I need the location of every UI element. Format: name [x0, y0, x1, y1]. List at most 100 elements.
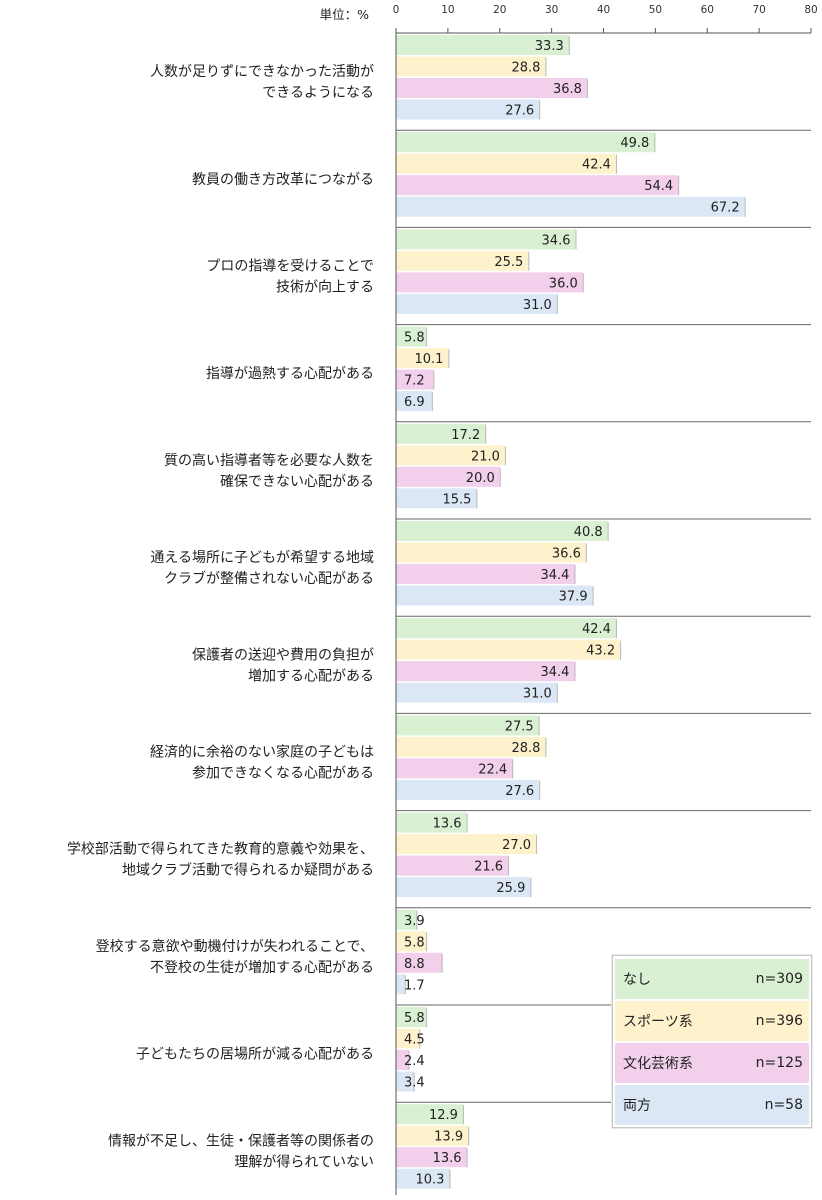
bar	[396, 466, 501, 487]
bar	[396, 153, 617, 174]
bar-value-label: 1.7	[404, 978, 425, 993]
category-label: 子どもたちの居場所が減る心配がある	[136, 1046, 374, 1063]
bar-value-label: 12.9	[429, 1108, 458, 1123]
bar	[396, 974, 406, 995]
bar	[396, 99, 540, 120]
legend-series-name: スポーツ系	[623, 1014, 693, 1030]
bar	[396, 78, 588, 98]
legend-series-name: なし	[623, 972, 651, 988]
bar-value-label: 21.6	[474, 860, 503, 875]
bar	[396, 1147, 468, 1168]
legend-series-name: 文化芸術系	[623, 1056, 693, 1072]
x-tick-label: 0	[393, 4, 400, 16]
bar-value-label: 13.9	[434, 1130, 463, 1145]
unit-label: 単位：%	[320, 7, 370, 22]
bar	[396, 877, 531, 898]
bar-value-label: 5.8	[404, 331, 425, 346]
legend-series-count: n=309	[755, 971, 803, 987]
bar	[396, 132, 655, 153]
bar-value-label: 21.0	[471, 449, 500, 464]
category-label: クラブが整備されない心配がある	[164, 570, 374, 587]
bar-value-label: 27.5	[505, 719, 534, 734]
x-tick-label: 70	[752, 4, 765, 16]
bar	[396, 1071, 415, 1092]
bar	[396, 542, 587, 563]
bar	[396, 834, 537, 855]
category-label: 理解が得られていない	[234, 1153, 374, 1170]
x-tick-label: 10	[441, 4, 454, 16]
bar-value-label: 2.4	[404, 1054, 425, 1069]
bar-value-label: 34.6	[542, 233, 571, 248]
bar	[396, 348, 449, 369]
bar	[396, 1007, 427, 1027]
bar-value-label: 13.6	[433, 817, 462, 832]
bar	[396, 682, 558, 703]
bar-value-label: 17.2	[451, 428, 480, 443]
bar	[396, 293, 558, 314]
bar-value-label: 6.9	[404, 395, 425, 410]
bar	[396, 229, 576, 250]
bar	[396, 618, 617, 639]
bar-value-label: 28.8	[511, 741, 540, 756]
legend-series-count: n=396	[755, 1013, 803, 1029]
bar-value-label: 3.9	[404, 914, 425, 929]
bar	[396, 1168, 450, 1189]
category-label: 質の高い指導者等を必要な人数を	[164, 452, 374, 469]
bar	[396, 272, 584, 293]
legend-series-count: n=125	[755, 1055, 803, 1071]
bar-value-label: 42.4	[582, 622, 611, 637]
bar	[396, 1104, 464, 1125]
bar-value-label: 28.8	[511, 61, 540, 76]
bar-value-label: 5.8	[404, 935, 425, 950]
category-label: 情報が不足し、生徒・保護者等の関係者の	[108, 1132, 374, 1149]
bar-value-label: 36.6	[552, 547, 581, 562]
bar	[396, 812, 468, 833]
bar	[396, 423, 486, 444]
bar-value-label: 25.9	[496, 881, 525, 896]
bar-value-label: 31.0	[523, 298, 552, 313]
legend-series-count: n=58	[764, 1097, 803, 1113]
bar-value-label: 13.6	[433, 1151, 462, 1166]
bar	[396, 952, 443, 973]
bar-value-label: 3.4	[404, 1076, 425, 1091]
bar	[396, 909, 417, 930]
legend-item: 文化芸術系 n=125	[615, 1043, 809, 1083]
category-label: 保護者の送迎や費用の負担が	[192, 647, 374, 663]
bar	[396, 855, 509, 876]
x-tick-label: 60	[701, 4, 714, 16]
bar-value-label: 7.2	[404, 374, 425, 389]
bar-value-label: 27.6	[505, 784, 534, 799]
bar	[396, 715, 540, 736]
bar	[396, 56, 546, 77]
bar-value-label: 67.2	[711, 201, 740, 216]
category-label: 教員の働き方改革につながる	[192, 172, 374, 188]
legend: なし n=309 スポーツ系 n=396 文化芸術系 n=125 両方 n=58	[612, 955, 812, 1128]
category-label: 通える場所に子どもが希望する地域	[150, 550, 374, 566]
category-label: 指導が過熱する心配がある	[206, 366, 374, 382]
category-label: 人数が足りずにできなかった活動が	[150, 64, 374, 80]
bar-value-label: 27.6	[505, 104, 534, 119]
category-label: できるようになる	[262, 85, 374, 101]
category-label: 確保できない心配がある	[220, 474, 374, 490]
bar-value-label: 22.4	[478, 762, 507, 777]
category-label: プロの指導を受けることで	[206, 259, 374, 275]
x-tick-label: 20	[493, 4, 506, 16]
bar	[396, 326, 427, 347]
category-label: 不登校の生徒が増加する心配がある	[150, 959, 374, 976]
legend-item: 両方 n=58	[615, 1085, 809, 1125]
bar-value-label: 37.9	[559, 590, 588, 605]
bar	[396, 931, 427, 952]
bar	[396, 1050, 409, 1070]
bar-value-label: 43.2	[586, 644, 615, 659]
bar	[396, 521, 609, 541]
bar-value-label: 4.5	[404, 1033, 425, 1048]
category-label: 学校部活動で得られてきた教育的意義や効果を、	[67, 841, 374, 858]
legend-item: なし n=309	[615, 959, 809, 999]
legend-item: スポーツ系 n=396	[615, 1001, 809, 1041]
x-tick-label: 40	[597, 4, 610, 16]
bar-value-label: 54.4	[644, 179, 673, 194]
bar	[396, 564, 575, 584]
bar-value-label: 15.5	[442, 492, 471, 507]
bar-value-label: 40.8	[574, 525, 603, 540]
